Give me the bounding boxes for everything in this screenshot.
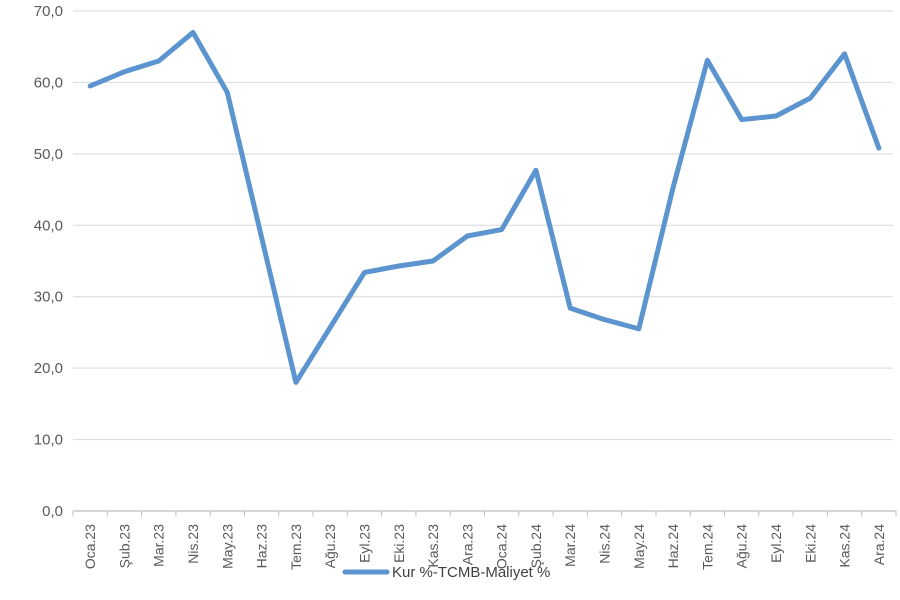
x-axis-tick-label: Tem.23 [288,524,304,570]
x-axis-tick-label: Şub.24 [528,524,544,569]
x-axis-tick-label: Haz.23 [254,524,270,569]
x-axis-tick-label: Şub.23 [116,524,132,569]
y-axis-tick-label: 40,0 [34,217,63,234]
x-axis-tick-label: Eyl.24 [768,524,784,563]
x-axis-tick-label: Nis.24 [597,524,613,564]
x-axis-tick-label: Mar.24 [562,524,578,567]
x-axis-tick-label: Kas.23 [425,524,441,568]
x-axis-tick-label: Haz.24 [665,524,681,569]
y-axis-tick-label: 20,0 [34,360,63,377]
x-axis-tick-label: Oca.23 [82,524,98,569]
x-axis-tick-label: Eki.23 [391,524,407,563]
x-axis-tick-label: Tem.24 [699,524,715,570]
x-axis-tick-label: Eki.24 [802,524,818,563]
legend-label: Kur %-TCMB-Maliyet % [392,564,550,581]
x-axis-tick-label: Ağu.23 [322,524,338,569]
y-axis-tick-label: 50,0 [34,146,63,163]
series-line [87,29,882,385]
x-axis-tick-label: Nis.23 [185,524,201,564]
x-axis-tick-label: May.23 [219,524,235,569]
x-axis-tick-label: Kas.24 [837,524,853,568]
x-axis-tick-label: Ara.24 [871,524,887,565]
y-axis-tick-label: 70,0 [34,3,63,20]
x-axis-tick-label: Ara.23 [459,524,475,565]
y-axis-tick-label: 30,0 [34,289,63,306]
x-axis-tick-label: Eyl.23 [356,524,372,563]
x-axis-tick-label: May.24 [631,524,647,569]
y-axis-tick-label: 10,0 [34,432,63,449]
x-axis-tick-label: Ağu.24 [734,524,750,569]
x-axis-tick-label: Oca.24 [494,524,510,569]
y-axis-tick-label: 60,0 [34,74,63,91]
x-axis-tick-label: Mar.23 [151,524,167,567]
y-axis-tick-label: 0,0 [42,503,63,520]
